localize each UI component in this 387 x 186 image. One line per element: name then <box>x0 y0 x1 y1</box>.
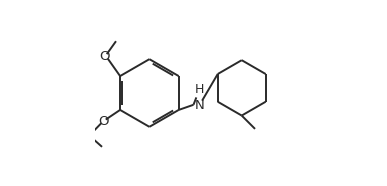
Text: O: O <box>98 115 108 128</box>
Text: N: N <box>194 99 204 112</box>
Text: H: H <box>195 83 204 96</box>
Text: O: O <box>99 50 110 63</box>
